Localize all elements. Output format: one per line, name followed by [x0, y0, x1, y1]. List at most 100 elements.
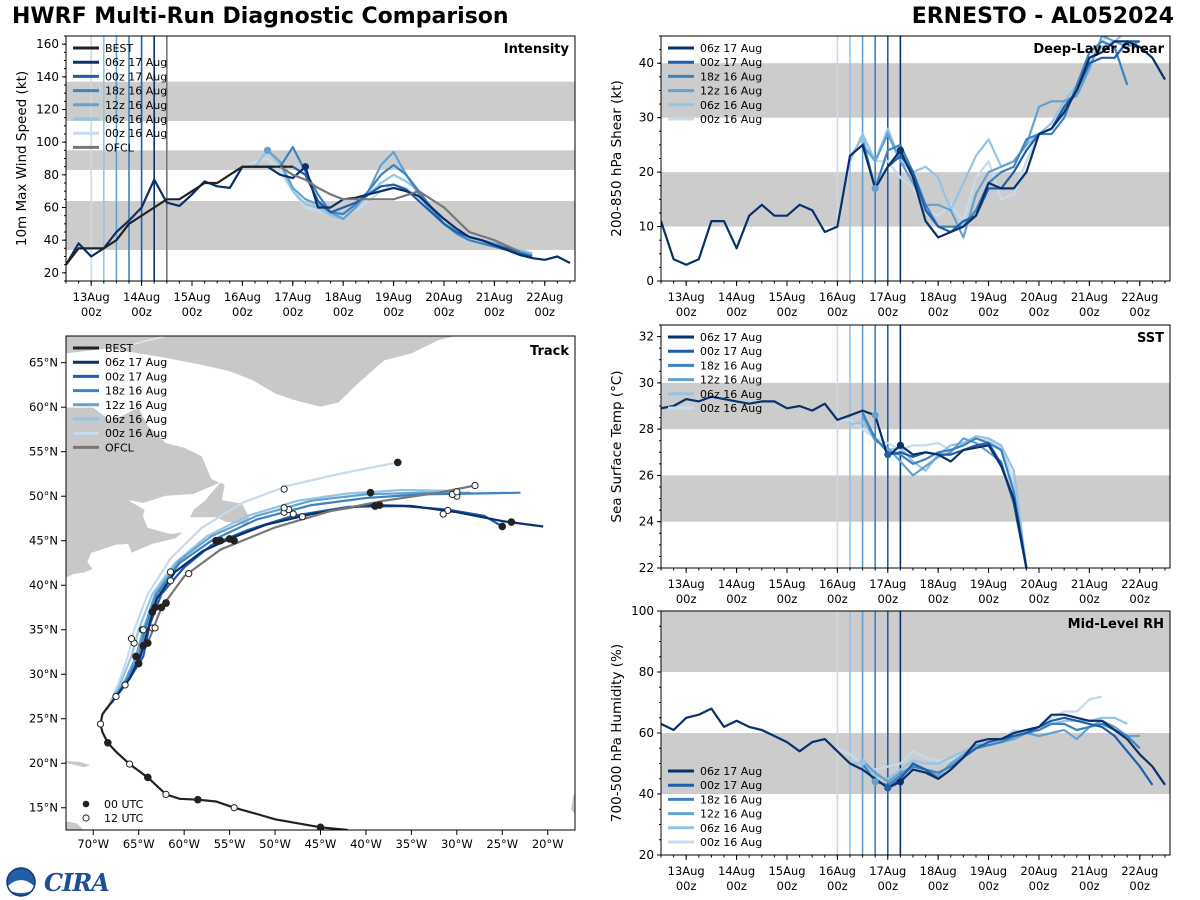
- rh-xtick-label: 22Aug: [1121, 864, 1158, 878]
- shear-xtick-label: 19Aug: [970, 290, 1007, 304]
- intensity-xtick-label: 21Aug: [476, 290, 513, 304]
- intensity-ylabel: 10m Max Wind Speed (kt): [14, 71, 30, 246]
- sst-legend-label: 00z 17 Aug: [700, 345, 762, 358]
- track-00utc-marker: [507, 518, 516, 526]
- sst-legend-label: 00z 16 Aug: [700, 402, 762, 415]
- sst-xtick-label: 20Aug: [1020, 577, 1057, 591]
- rh-legend-label: 00z 16 Aug: [700, 836, 762, 849]
- intensity-xtick-label: 13Aug: [73, 290, 110, 304]
- track-ytick-label: 20°N: [29, 756, 58, 770]
- intensity-series-line: [66, 165, 571, 266]
- track-legend-label: 00z 17 Aug: [105, 370, 167, 383]
- track-panel-title: Track: [530, 344, 569, 359]
- track-xtick-label: 45°W: [305, 837, 337, 851]
- track-12utc-marker: [280, 504, 288, 512]
- rh-xtick-label: 14Aug: [718, 864, 755, 878]
- rh-ylabel: 700-500 hPa Humidity (%): [609, 644, 625, 822]
- shear-series-line: [861, 40, 1129, 228]
- shear-legend-label: 06z 16 Aug: [700, 99, 762, 112]
- shear-xtick-label: 00z: [726, 305, 747, 319]
- intensity-series-line: [279, 146, 520, 255]
- caribbean-landmass: [66, 760, 93, 769]
- sst-xtick-label: 15Aug: [768, 577, 805, 591]
- track-legend-label: 00z 16 Aug: [105, 427, 167, 440]
- intensity-plot-area: [66, 36, 575, 281]
- intensity-xtick-label: 00z: [182, 305, 203, 319]
- intensity-xtick-label: 19Aug: [375, 290, 412, 304]
- shear-xtick-label: 13Aug: [668, 290, 705, 304]
- shear-panel: 01020304013Aug00z14Aug00z15Aug00z16Aug00…: [609, 35, 1171, 319]
- sst-init-marker: [896, 441, 904, 449]
- sst-series-line: [661, 395, 1028, 568]
- track-00utc-marker: [139, 641, 148, 650]
- shear-ytick-label: 40: [639, 56, 654, 70]
- track-xtick-label: 50°W: [259, 837, 291, 851]
- sst-panel: 22242628303213Aug00z14Aug00z15Aug00z16Au…: [609, 324, 1171, 606]
- rh-xtick-label: 19Aug: [970, 864, 1007, 878]
- shear-series-line: [861, 36, 1141, 239]
- shear-xtick-label: 16Aug: [819, 290, 856, 304]
- greenland-landmass: [66, 336, 457, 408]
- rh-xtick-label: 00z: [978, 879, 999, 893]
- intensity-ytick-label: 80: [44, 168, 59, 182]
- intensity-legend-label: 18z 16 Aug: [105, 85, 167, 98]
- track-ytick-label: 45°N: [29, 534, 58, 548]
- newfoundland-landmass: [188, 481, 251, 527]
- sst-init-marker: [884, 451, 892, 459]
- track-panel: 70°W 65°W 60°W 55°W 50°W 45°W 40°W 35°W 30°W 25°W…: [29, 335, 576, 851]
- track-12utc-marker: [139, 626, 147, 634]
- intensity-xtick-label: 20Aug: [425, 290, 462, 304]
- track-marker-legend-label: 00 UTC: [104, 798, 144, 811]
- track-xtick-label: 40°W: [350, 837, 382, 851]
- sst-xtick-label: 22Aug: [1121, 577, 1158, 591]
- intensity-xtick-label: 00z: [484, 305, 505, 319]
- storm-title: ERNESTO - AL052024: [911, 4, 1174, 29]
- sst-xtick-label: 00z: [1079, 592, 1100, 606]
- track-marker-legend-label: 12 UTC: [104, 812, 144, 825]
- sst-xtick-label: 19Aug: [970, 577, 1007, 591]
- track-xtick-label: 25°W: [486, 837, 518, 851]
- sst-xtick-label: 16Aug: [819, 577, 856, 591]
- sst-xtick-label: 00z: [1129, 592, 1150, 606]
- shear-legend-label: 06z 17 Aug: [700, 42, 762, 55]
- track-12utc-marker: [471, 481, 479, 490]
- rh-xtick-label: 21Aug: [1071, 864, 1108, 878]
- rh-xtick-label: 15Aug: [768, 864, 805, 878]
- sst-ytick-label: 30: [639, 376, 654, 390]
- sst-series-line: [837, 418, 1028, 568]
- track-00utc-marker: [144, 773, 152, 782]
- intensity-legend-label: 12z 16 Aug: [105, 99, 167, 112]
- shear-init-marker: [896, 146, 904, 154]
- shear-series-line: [661, 40, 1166, 266]
- rh-init-marker: [858, 758, 867, 766]
- rh-xtick-label: 00z: [726, 879, 747, 893]
- rh-xtick-label: 00z: [777, 879, 798, 893]
- shear-ylabel: 200-850 hPa Shear (kt): [609, 80, 625, 237]
- sst-frame: [660, 324, 1171, 569]
- rh-ytick-label: 60: [639, 726, 654, 740]
- shear-init-marker: [858, 135, 867, 144]
- shear-xtick-label: 21Aug: [1071, 290, 1108, 304]
- track-series-line: [110, 491, 471, 704]
- track-00utc-marker: [216, 536, 225, 545]
- sst-legend-label: 06z 16 Aug: [700, 388, 762, 401]
- sst-init-marker: [871, 411, 879, 419]
- sst-xtick-label: 00z: [777, 592, 798, 606]
- track-12utc-marker: [162, 790, 170, 798]
- sst-ytick-label: 24: [639, 515, 654, 529]
- rh-xtick-label: 00z: [1079, 879, 1100, 893]
- track-marker-legend-12: [82, 814, 90, 822]
- rh-xtick-label: 00z: [877, 879, 898, 893]
- intensity-legend-label: 00z 16 Aug: [105, 127, 167, 140]
- track-00utc-marker: [151, 603, 159, 612]
- track-12utc-marker: [230, 804, 238, 812]
- shear-xtick-label: 00z: [928, 305, 949, 319]
- rh-legend-label: 00z 17 Aug: [700, 779, 762, 792]
- rh-xtick-label: 18Aug: [920, 864, 957, 878]
- intensity-legend-label: BEST: [105, 42, 133, 55]
- rh-init-marker: [871, 778, 879, 786]
- track-ytick-label: 25°N: [29, 712, 58, 726]
- sst-xtick-label: 00z: [877, 592, 898, 606]
- shear-series-line: [887, 40, 1140, 234]
